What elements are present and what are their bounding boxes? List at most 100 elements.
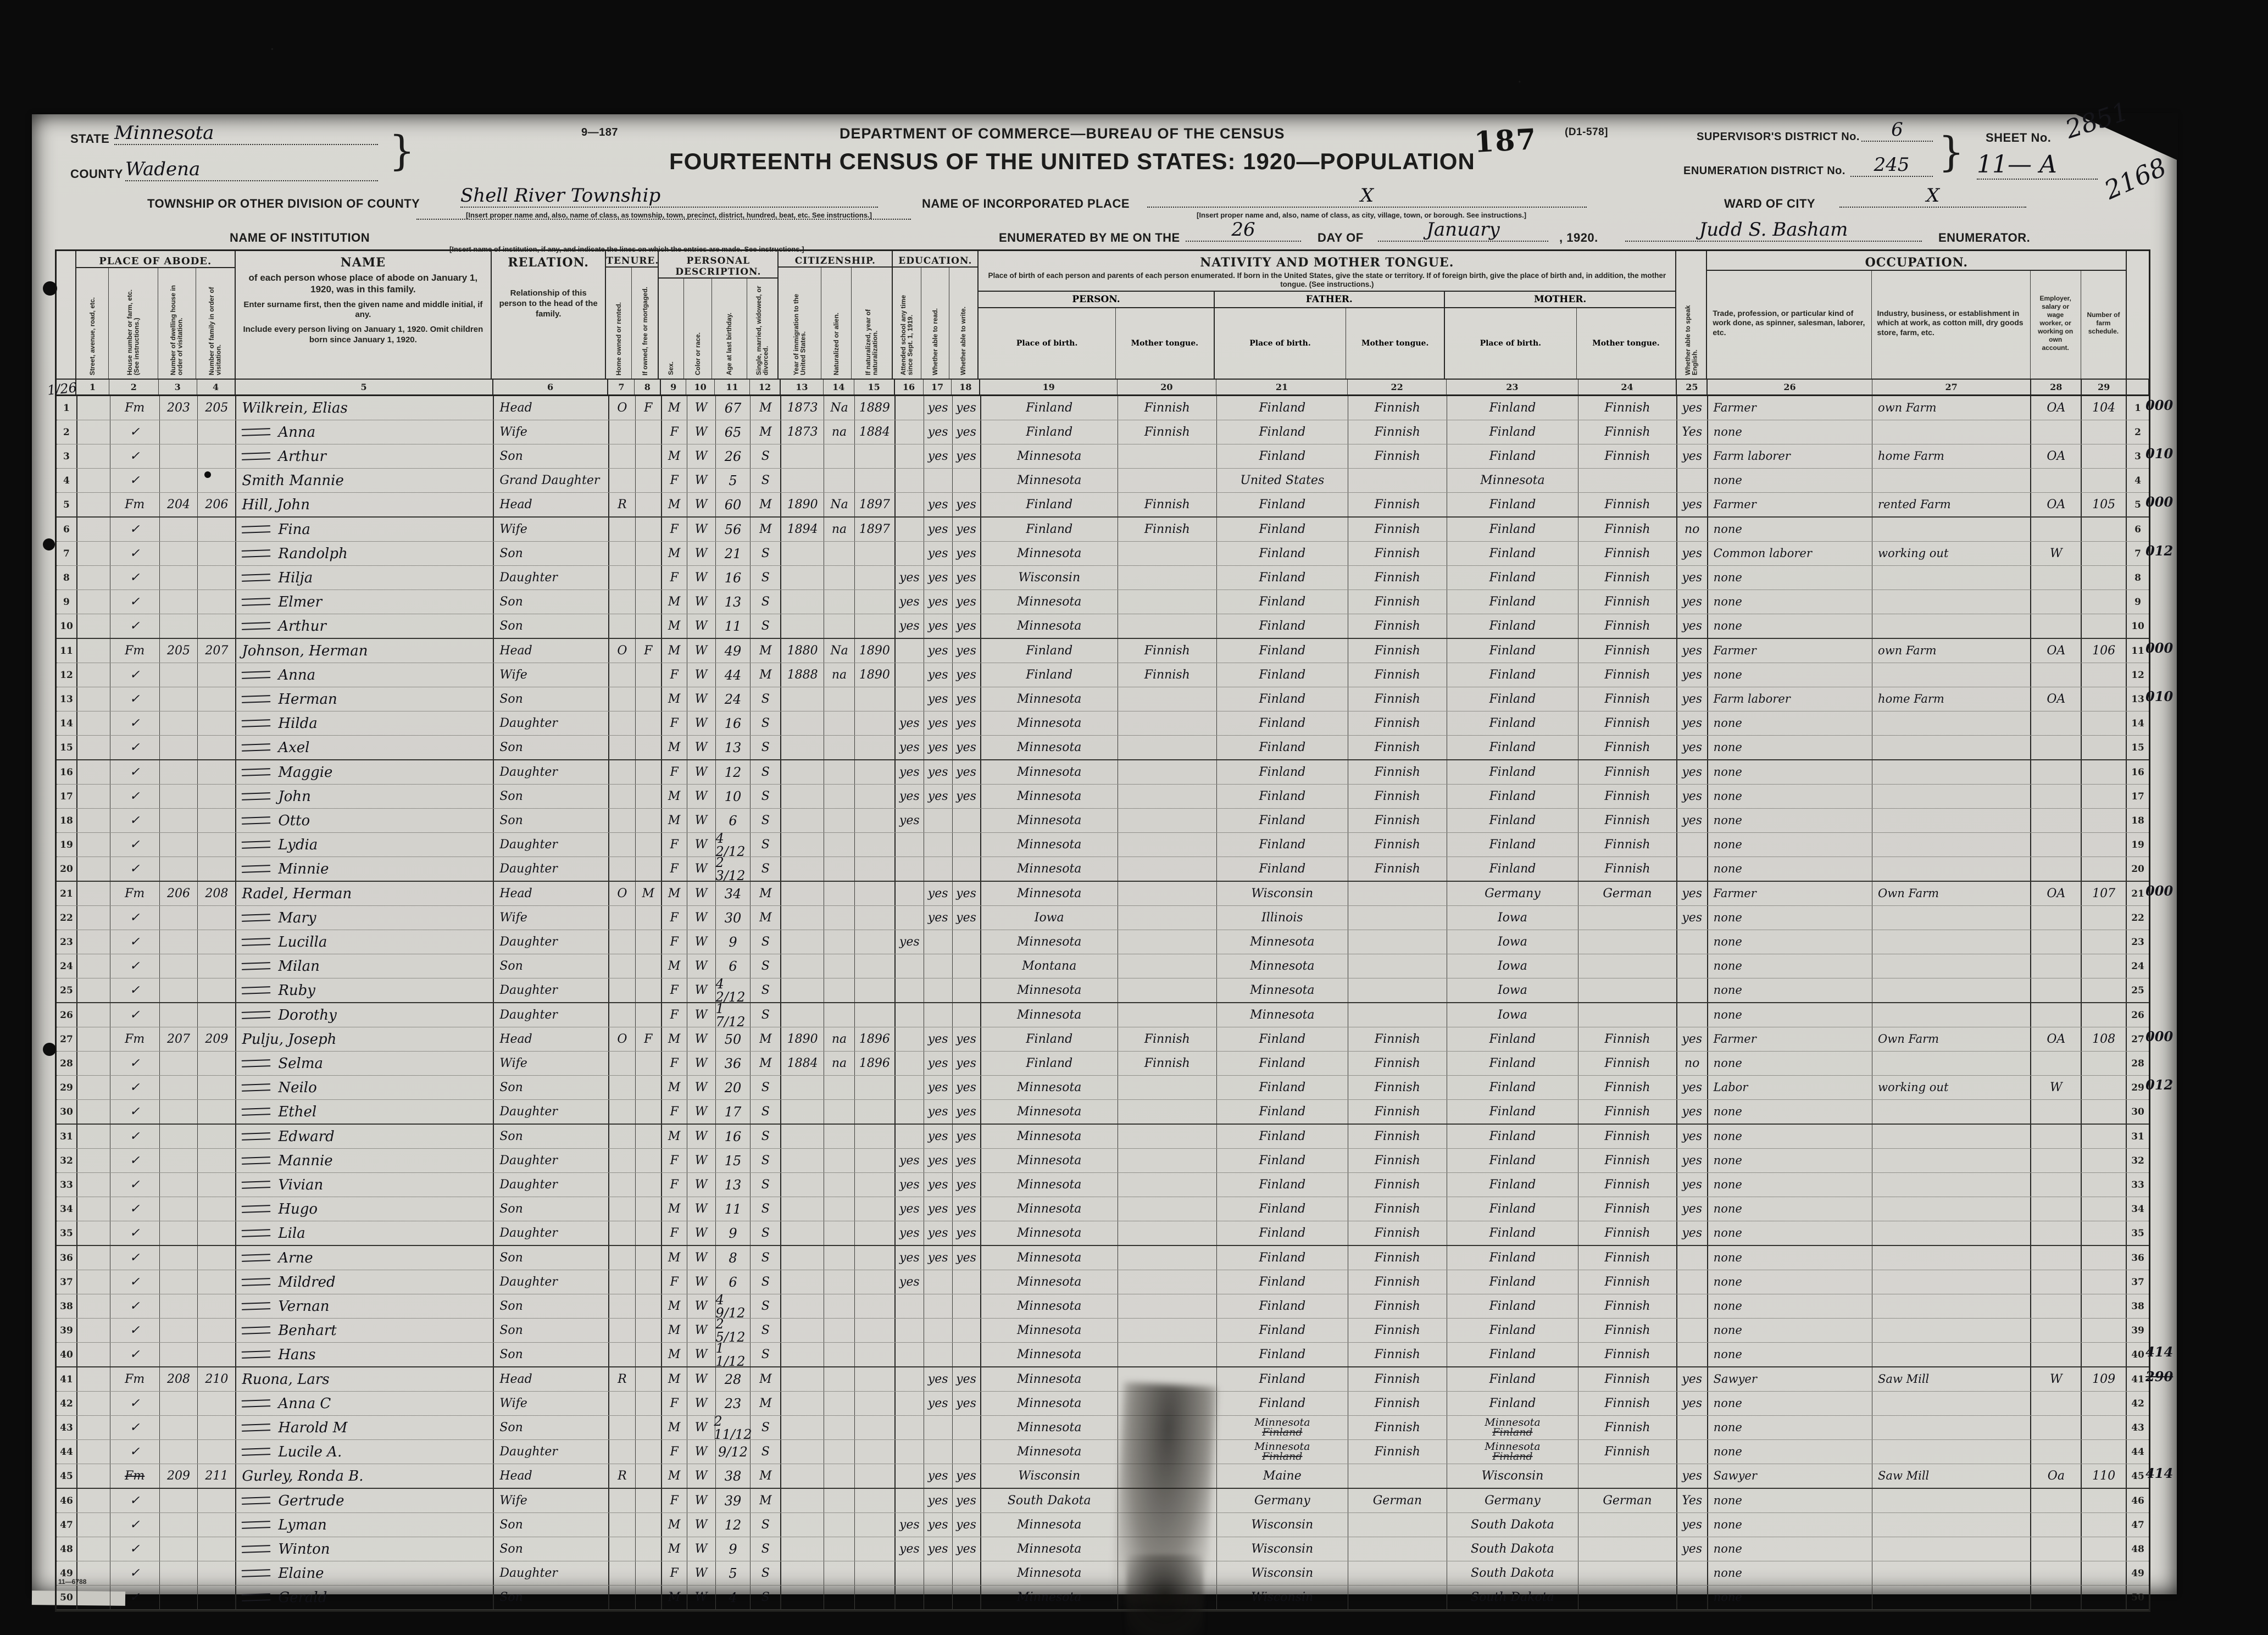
cell-col29 bbox=[2082, 663, 2127, 687]
cell-col9: F bbox=[662, 663, 687, 687]
cell-col20 bbox=[1118, 930, 1217, 954]
cell-col7 bbox=[609, 542, 636, 565]
cell-col15 bbox=[855, 857, 896, 881]
cell-col8 bbox=[636, 1561, 662, 1585]
cell-col23: Finland bbox=[1447, 1343, 1579, 1366]
cell-col8 bbox=[636, 542, 662, 565]
cell-col22: Finnish bbox=[1348, 1319, 1447, 1342]
cell-col11: 65 bbox=[716, 420, 751, 444]
supervisor-district-value: 6 bbox=[1861, 119, 1933, 142]
cell-col8 bbox=[636, 1197, 662, 1221]
cell-col4 bbox=[198, 1294, 237, 1318]
cell-col22 bbox=[1348, 1464, 1447, 1488]
cell-col4 bbox=[198, 1221, 237, 1245]
cell-col6: Daughter bbox=[494, 1221, 609, 1245]
cell-col8 bbox=[636, 785, 662, 808]
line-number-right: 12 bbox=[2131, 669, 2144, 681]
cell-col29 bbox=[2082, 711, 2127, 735]
cell-col9: M bbox=[662, 493, 687, 516]
column-label: If naturalized, year of naturalization. bbox=[852, 268, 892, 379]
corner-number-top: 2851 bbox=[2061, 96, 2132, 144]
column-label-text: Whether able to write. bbox=[959, 307, 968, 375]
county-value: Wadena bbox=[125, 158, 378, 181]
cell-col3 bbox=[160, 1100, 198, 1124]
cell-col12: S bbox=[751, 566, 782, 590]
cell-col7 bbox=[609, 1003, 636, 1027]
column-label: Single, married, widowed, or divorced. bbox=[747, 279, 777, 379]
line-number-left: 16 bbox=[57, 760, 77, 784]
cell-col28 bbox=[2031, 1416, 2082, 1439]
cell-col6: Wife bbox=[494, 1392, 609, 1415]
cell-col22: Finnish bbox=[1348, 1052, 1447, 1075]
cell-col27 bbox=[1872, 1561, 2032, 1585]
cell-col25: yes bbox=[1677, 882, 1708, 905]
cell-col27 bbox=[1872, 1489, 2032, 1512]
ditto-mark bbox=[242, 1302, 271, 1310]
cell-col9: F bbox=[662, 518, 687, 541]
cell-col21: Finland bbox=[1217, 1319, 1349, 1342]
torn-corner bbox=[2074, 113, 2178, 160]
cell-col5: Gertrude bbox=[236, 1489, 494, 1512]
cell-col18: yes bbox=[953, 785, 981, 808]
cell-col24 bbox=[1578, 930, 1677, 954]
cell-col20 bbox=[1118, 1221, 1217, 1245]
cell-col4 bbox=[198, 1076, 237, 1099]
cell-col27 bbox=[1872, 809, 2032, 832]
column-number: 11 bbox=[715, 380, 751, 394]
line-number-left: 38 bbox=[57, 1294, 77, 1318]
cell-col29 bbox=[2082, 1489, 2127, 1512]
cell-col11: 4 2/12 bbox=[716, 977, 751, 1004]
cell-col5: Hugo bbox=[236, 1197, 494, 1221]
cell-col25: yes bbox=[1677, 1100, 1708, 1124]
line-number-left: 33 bbox=[57, 1173, 77, 1197]
cell-col10: W bbox=[687, 1513, 716, 1537]
cell-col17: yes bbox=[924, 639, 953, 663]
cell-col12: S bbox=[751, 857, 782, 881]
cell-col27 bbox=[1872, 518, 2032, 541]
cell-col29 bbox=[2082, 420, 2127, 444]
line-number-right: 35 bbox=[2131, 1227, 2144, 1239]
cell-col26: none bbox=[1708, 1537, 1873, 1561]
cell-col8 bbox=[636, 1003, 662, 1027]
cell-col5: Vivian bbox=[236, 1173, 494, 1197]
cell-col21: Finland bbox=[1217, 687, 1349, 711]
cell-col4 bbox=[198, 1416, 237, 1439]
cell-col26: none bbox=[1708, 1270, 1873, 1294]
cell-col17: yes bbox=[924, 760, 953, 784]
cell-col11: 2 3/12 bbox=[716, 856, 751, 882]
cell-col27: working out bbox=[1872, 1076, 2032, 1099]
cell-col19: Minnesota bbox=[981, 1173, 1118, 1197]
corner-number-bottom: 2168 bbox=[2100, 152, 2171, 205]
cell-col21: Minnesota Finland bbox=[1217, 1416, 1349, 1439]
line-number-right: 25 bbox=[2131, 985, 2144, 996]
cell-col12: S bbox=[751, 1343, 782, 1366]
cell-col12: S bbox=[751, 1561, 782, 1585]
cell-col8 bbox=[636, 566, 662, 590]
cell-col23: Finland bbox=[1447, 1294, 1579, 1318]
cell-col6: Daughter bbox=[494, 978, 609, 1002]
cell-col3 bbox=[160, 1537, 198, 1561]
cell-col9: F bbox=[662, 1173, 687, 1197]
cell-col23: Finland bbox=[1447, 1100, 1579, 1124]
line-number-right: 50 bbox=[2131, 1592, 2144, 1603]
line-number-right: 28 bbox=[2131, 1058, 2144, 1069]
ditto-mark bbox=[242, 1593, 271, 1601]
relation-header-note: Relationship of this person to the head … bbox=[499, 288, 598, 319]
cell-col7 bbox=[609, 1076, 636, 1099]
column-label-text: Street, avenue, road, etc. bbox=[88, 297, 96, 375]
cell-col15: 1896 bbox=[855, 1052, 896, 1075]
cell-col11: 2 5/12 bbox=[716, 1317, 751, 1344]
cell-col7 bbox=[609, 906, 636, 930]
cell-col14 bbox=[824, 760, 855, 784]
cell-col17: yes bbox=[924, 1076, 953, 1099]
cell-col15: 1884 bbox=[855, 420, 896, 444]
cell-col5: Mary bbox=[236, 906, 494, 930]
cell-col21: Finland bbox=[1217, 1392, 1349, 1415]
cell-col2: ✓ bbox=[110, 1489, 160, 1512]
cell-col28 bbox=[2031, 566, 2082, 590]
cell-col10: W bbox=[687, 1003, 716, 1027]
cell-col19: Finland bbox=[981, 639, 1118, 663]
